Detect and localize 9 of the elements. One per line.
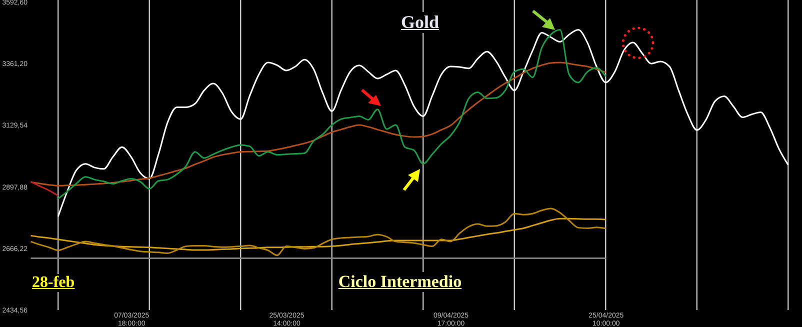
annotation: 28-feb bbox=[30, 274, 77, 292]
line-series bbox=[57, 29, 606, 200]
text: Gold bbox=[398, 12, 442, 33]
annotation: Ciclo Intermedio bbox=[336, 272, 464, 292]
line-series bbox=[30, 218, 606, 251]
line-series bbox=[30, 208, 606, 256]
line-series bbox=[30, 180, 59, 197]
line-series bbox=[57, 29, 789, 218]
line-series bbox=[30, 62, 606, 186]
